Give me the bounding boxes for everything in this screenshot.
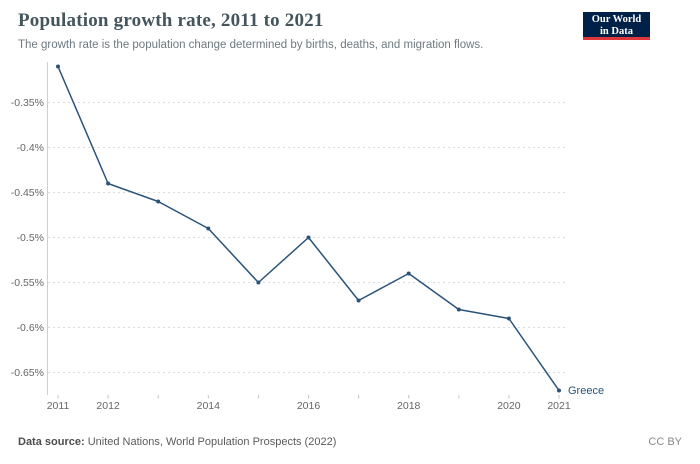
owid-logo-line1: Our World (591, 13, 642, 25)
x-axis-tick-label: 2021 (547, 400, 571, 412)
chart-title: Population growth rate, 2011 to 2021 (18, 10, 324, 31)
x-axis-tick-label: 2020 (497, 400, 521, 412)
data-point[interactable] (356, 298, 361, 303)
data-point[interactable] (506, 316, 511, 321)
data-point[interactable] (456, 307, 461, 312)
y-axis-tick-label: -0.35% (11, 97, 44, 109)
y-axis-tick-label: -0.5% (17, 232, 44, 244)
data-point[interactable] (206, 226, 211, 231)
data-source-text: United Nations, World Population Prospec… (87, 436, 337, 448)
x-axis-tick-label: 2014 (197, 400, 221, 412)
chart-footer: Data source: United Nations, World Popul… (18, 436, 682, 448)
owid-logo-accent (583, 37, 650, 40)
owid-logo[interactable]: Our World in Data (583, 12, 650, 40)
data-line-greece[interactable] (57, 65, 560, 392)
x-axis-tick-label: 2011 (47, 400, 70, 412)
x-axis-tick-label: 2016 (297, 400, 321, 412)
data-point[interactable] (256, 280, 261, 285)
data-point[interactable] (106, 181, 111, 186)
owid-logo-line2: in Data (600, 26, 633, 37)
data-source: Data source: United Nations, World Popul… (18, 436, 336, 448)
y-axis-tick-label: -0.55% (11, 277, 44, 289)
y-axis-tick-label: -0.6% (17, 322, 44, 334)
data-source-label: Data source: (18, 436, 85, 448)
data-point[interactable] (56, 64, 60, 69)
data-point[interactable] (306, 235, 311, 240)
y-axis-tick-label: -0.45% (11, 187, 44, 199)
x-axis-tick-label: 2018 (397, 400, 421, 412)
license-link[interactable]: CC BY (648, 436, 682, 448)
series-end-label[interactable]: Greece (568, 385, 604, 397)
data-point[interactable] (156, 199, 161, 204)
chart-subtitle: The growth rate is the population change… (18, 39, 484, 51)
y-axis-tick-label: -0.65% (11, 367, 44, 379)
chart-header: Population growth rate, 2011 to 2021 The… (18, 10, 682, 51)
data-point[interactable] (557, 388, 561, 393)
data-point[interactable] (406, 271, 411, 276)
x-axis-tick-label: 2012 (96, 400, 120, 412)
y-axis-tick-label: -0.4% (17, 142, 44, 154)
